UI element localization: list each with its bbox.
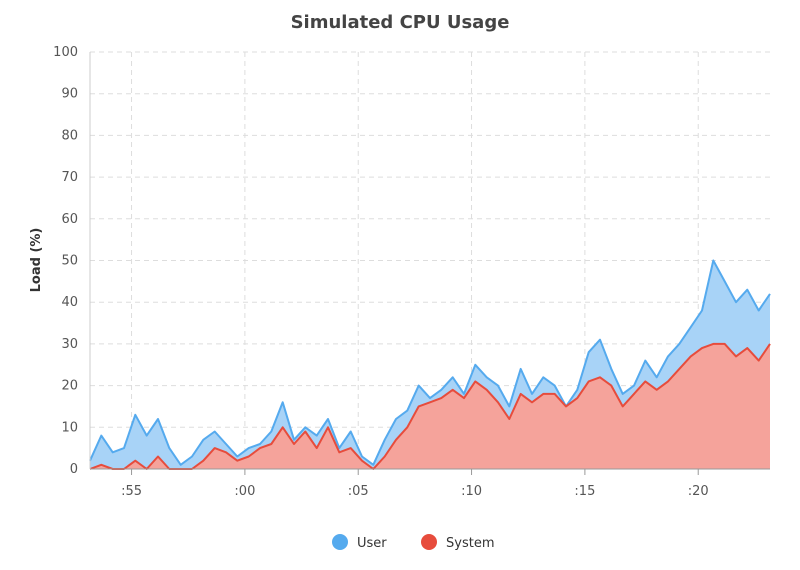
chart-title: Simulated CPU Usage [291, 12, 510, 33]
legend-marker-user [332, 534, 348, 550]
y-tick-label: 50 [61, 254, 78, 269]
y-tick-label: 10 [61, 420, 78, 435]
y-tick-label: 0 [70, 462, 78, 477]
legend-label: User [357, 536, 387, 551]
legend[interactable]: User System [332, 534, 494, 551]
legend-label: System [446, 536, 494, 551]
y-tick-label: 80 [61, 128, 78, 143]
x-tick-label: :10 [461, 484, 482, 499]
axes [89, 52, 770, 475]
series-line-user [89, 259, 771, 466]
y-axis-label: Load (%) [29, 228, 44, 293]
y-tick-label: 20 [61, 379, 78, 394]
y-tick-label: 60 [61, 212, 78, 227]
x-tick-label: :20 [688, 484, 709, 499]
y-tick-label: 100 [53, 45, 78, 60]
legend-item-user[interactable]: User [332, 534, 387, 551]
y-tick-label: 30 [61, 337, 78, 352]
x-tick-label: :05 [348, 484, 369, 499]
y-tick-label: 70 [61, 170, 78, 185]
y-tick-label: 40 [61, 295, 78, 310]
series-area-system [90, 343, 770, 469]
series-layer [89, 259, 771, 470]
x-tick-labels: :55 :00 :05 :10 :15 :20 [121, 484, 709, 499]
x-tick-label: :00 [234, 484, 255, 499]
y-tick-labels: 0 10 20 30 40 50 60 70 80 90 100 [53, 45, 78, 477]
x-tick-label: :15 [574, 484, 595, 499]
legend-marker-system [421, 534, 437, 550]
series-line-system [89, 342, 771, 470]
y-tick-label: 90 [61, 87, 78, 102]
grid [90, 51, 770, 469]
x-tick-label: :55 [121, 484, 142, 499]
legend-item-system[interactable]: System [421, 534, 494, 551]
